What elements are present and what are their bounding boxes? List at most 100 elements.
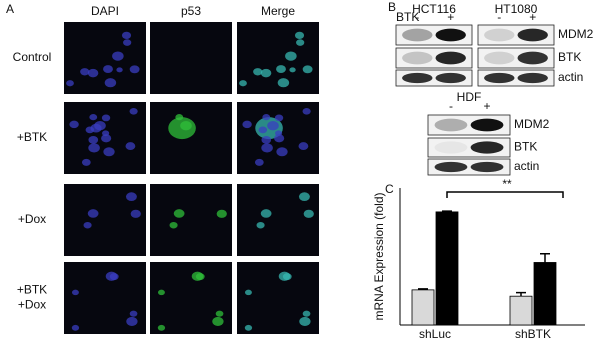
- cell: [88, 136, 99, 144]
- cell: [216, 209, 227, 218]
- row-label: +BTK: [17, 283, 47, 297]
- band: [402, 28, 433, 42]
- cell: [191, 271, 204, 281]
- band: [484, 72, 515, 84]
- cell: [129, 108, 138, 115]
- band: [470, 118, 504, 132]
- protein-label: actin: [514, 159, 539, 173]
- band: [402, 51, 433, 65]
- column-header: DAPI: [91, 4, 119, 18]
- cell: [258, 126, 268, 134]
- cell: [180, 121, 192, 131]
- panel-label: C: [385, 182, 394, 196]
- cell: [215, 310, 224, 317]
- cell: [126, 316, 138, 326]
- lane-sign: +: [529, 10, 536, 24]
- cell: [81, 158, 91, 166]
- cell: [125, 192, 137, 202]
- protein-label: BTK: [558, 50, 581, 64]
- cell: [129, 65, 140, 74]
- cell: [262, 114, 271, 121]
- cell: [278, 271, 291, 281]
- cell: [239, 80, 247, 87]
- band: [435, 28, 466, 42]
- significance-bracket: [446, 191, 564, 198]
- column-header: p53: [181, 4, 201, 18]
- cell: [130, 209, 141, 218]
- cell: [302, 310, 311, 317]
- bar: [533, 262, 557, 326]
- cell: [87, 68, 99, 78]
- cell: [274, 134, 285, 143]
- cell: [87, 209, 99, 218]
- y-axis-label: mRNA Expression (fold): [372, 192, 386, 320]
- cell: [71, 289, 79, 296]
- lane-label: BTK: [396, 10, 419, 24]
- cell: [261, 136, 272, 144]
- protein-label: BTK: [514, 140, 537, 154]
- cell: [85, 126, 95, 134]
- cell: [83, 221, 92, 229]
- cell: [256, 221, 265, 229]
- cell: [101, 134, 112, 143]
- row-label: Control: [13, 50, 52, 64]
- x-tick-label: shBTK: [515, 327, 551, 341]
- cell: [289, 67, 296, 73]
- cell: [66, 80, 74, 87]
- panel-label: A: [6, 2, 14, 16]
- panel-label: B: [388, 0, 396, 14]
- cell: [254, 158, 264, 166]
- cell: [242, 120, 252, 129]
- significance-annotation: **: [502, 177, 512, 191]
- cell: [104, 78, 117, 88]
- cell: [261, 143, 273, 153]
- band: [402, 72, 433, 84]
- cell: [244, 324, 253, 331]
- cell: [88, 143, 100, 153]
- cell: [116, 67, 123, 73]
- cell: [105, 271, 118, 281]
- lane-sign: -: [497, 10, 501, 24]
- band: [434, 161, 468, 173]
- cell: [244, 289, 252, 296]
- protein-label: actin: [558, 70, 583, 84]
- cell: [157, 324, 166, 331]
- band: [484, 51, 515, 65]
- cell: [94, 121, 106, 131]
- cell: [112, 51, 124, 61]
- cell: [298, 142, 309, 151]
- cell: [302, 108, 311, 115]
- band: [435, 72, 466, 84]
- error-bar: [418, 288, 428, 290]
- cell: [129, 310, 138, 317]
- cell: [299, 316, 311, 326]
- band: [434, 118, 468, 132]
- cell: [175, 114, 184, 121]
- bar: [435, 211, 459, 326]
- protein-label: MDM2: [514, 117, 550, 131]
- cell: [276, 65, 286, 73]
- bar: [411, 289, 435, 326]
- error-bar: [540, 252, 550, 263]
- row-label: +Dox: [18, 212, 46, 226]
- x-tick-label: shLuc: [419, 327, 451, 341]
- row-label: +BTK: [17, 130, 47, 144]
- blot-bands: [395, 24, 555, 176]
- cell: [274, 114, 284, 122]
- cell: [103, 147, 115, 157]
- micrograph: [150, 184, 232, 256]
- band: [470, 161, 504, 173]
- band: [470, 141, 504, 154]
- cell: [294, 31, 305, 40]
- band: [517, 72, 548, 84]
- band: [484, 28, 515, 42]
- cell: [157, 289, 165, 296]
- cell: [302, 65, 313, 74]
- blot-title: HDF: [457, 90, 482, 104]
- cell: [169, 221, 178, 229]
- protein-label: MDM2: [558, 27, 594, 41]
- cell: [71, 324, 80, 331]
- micrograph: [150, 22, 232, 94]
- band: [435, 51, 466, 65]
